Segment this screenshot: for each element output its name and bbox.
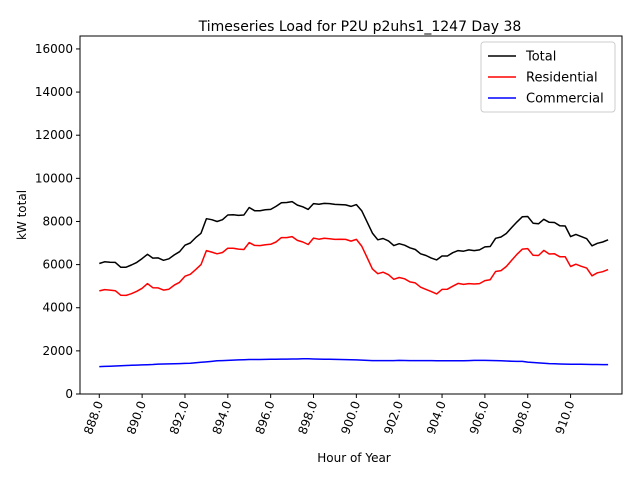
x-tick-label: 906.0 — [467, 399, 492, 436]
series-line-total — [99, 200, 609, 268]
y-tick-label: 12000 — [35, 128, 73, 142]
x-tick-label: 892.0 — [167, 399, 192, 436]
legend-label-residential: Residential — [526, 71, 598, 86]
x-tick-label: 902.0 — [381, 399, 406, 436]
legend-label-total: Total — [525, 50, 556, 65]
chart-title: Timeseries Load for P2U p2uhs1_1247 Day … — [198, 19, 522, 35]
legend-box — [480, 41, 616, 113]
x-tick-label: 898.0 — [295, 399, 320, 436]
y-tick-label: 8000 — [42, 214, 73, 228]
x-tick-label: 894.0 — [210, 399, 235, 436]
y-tick-label: 16000 — [35, 42, 73, 56]
y-axis-label: kW total — [15, 190, 29, 240]
series-line-commercial — [99, 358, 609, 368]
x-axis-label: Hour of Year — [317, 451, 391, 465]
plot-series-group — [99, 200, 609, 368]
y-tick-label: 2000 — [42, 344, 73, 358]
x-tick-label: 910.0 — [553, 399, 578, 436]
x-tick-label: 904.0 — [424, 399, 449, 436]
y-tick-label: 6000 — [42, 258, 73, 272]
y-tick-label: 0 — [65, 387, 73, 401]
x-tick-label: 896.0 — [253, 399, 278, 436]
x-tick-label: 908.0 — [510, 399, 535, 436]
series-line-residential — [99, 235, 609, 297]
x-tick-label: 888.0 — [81, 399, 106, 436]
x-tick-label: 900.0 — [338, 399, 363, 436]
legend-label-commercial: Commercial — [526, 92, 604, 107]
y-axis: 0 2000 4000 6000 8000 10000 12000 14000 16000 — [35, 42, 80, 401]
y-tick-label: 10000 — [35, 171, 73, 185]
plot-frame — [79, 35, 623, 395]
y-tick-label: 4000 — [42, 301, 73, 315]
legend: Total Residential Commercial — [480, 41, 616, 113]
x-axis: 888.0 890.0 892.0 894.0 896.0 898.0 900.0 902.0… — [81, 394, 577, 436]
x-tick-label: 890.0 — [124, 399, 149, 436]
y-tick-label: 14000 — [35, 85, 73, 99]
